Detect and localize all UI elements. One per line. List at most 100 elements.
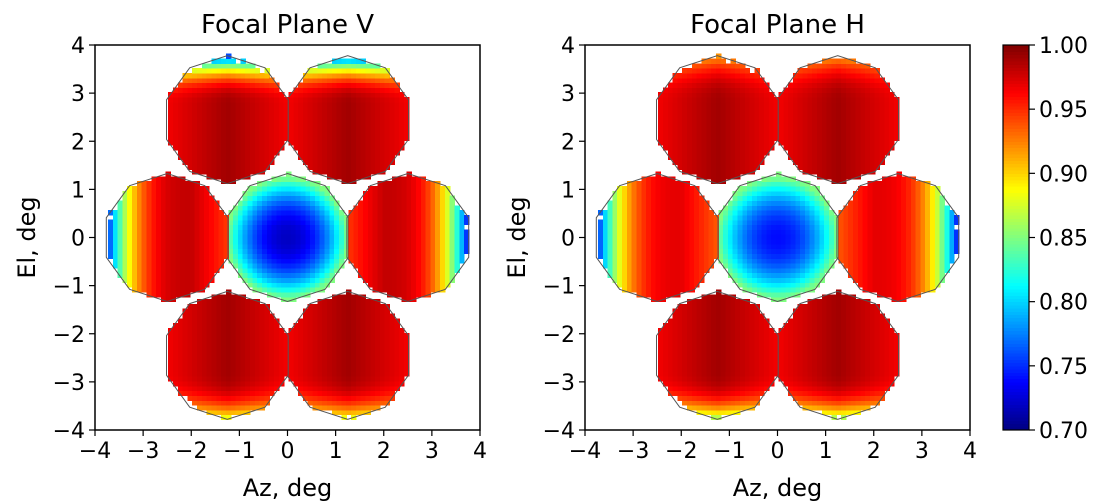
- heat-pixel: [300, 181, 306, 187]
- heat-pixel: [370, 135, 376, 141]
- heat-pixel: [192, 92, 198, 98]
- heat-pixel: [331, 313, 338, 319]
- heat-pixel: [225, 178, 232, 185]
- heat-pixel: [278, 347, 285, 353]
- heat-pixel: [930, 248, 936, 254]
- heat-pixel: [326, 376, 333, 382]
- heat-pixel: [274, 376, 280, 382]
- heat-pixel: [218, 248, 225, 254]
- heat-pixel: [809, 224, 816, 230]
- heat-pixel: [411, 287, 417, 293]
- heat-pixel: [146, 272, 152, 279]
- heat-pixel: [828, 229, 835, 235]
- heat-pixel: [930, 253, 936, 259]
- heat-pixel: [235, 68, 241, 74]
- heat-pixel: [107, 219, 114, 226]
- heat-pixel: [360, 111, 367, 117]
- heat-pixel: [189, 234, 196, 240]
- heat-pixel: [278, 366, 285, 372]
- heat-pixel: [780, 248, 787, 254]
- heat-pixel: [843, 234, 849, 240]
- heat-pixel: [814, 282, 820, 288]
- heat-pixel: [370, 164, 376, 170]
- heat-pixel: [269, 347, 275, 353]
- heat-pixel: [240, 92, 246, 98]
- heat-pixel: [182, 77, 188, 84]
- heat-pixel: [290, 234, 297, 240]
- heat-pixel: [221, 352, 227, 358]
- heat-pixel: [180, 181, 186, 187]
- heat-pixel: [756, 287, 763, 293]
- heat-pixel: [655, 229, 662, 235]
- heat-pixel: [853, 214, 859, 221]
- heat-pixel: [146, 214, 152, 221]
- heat-pixel: [197, 308, 203, 315]
- heat-pixel: [322, 380, 328, 387]
- heat-pixel: [790, 224, 796, 230]
- heat-pixel: [384, 352, 391, 358]
- heat-pixel: [225, 313, 232, 319]
- heat-pixel: [389, 154, 395, 161]
- heat-pixel: [274, 121, 280, 127]
- heat-pixel: [276, 291, 282, 298]
- heat-pixel: [331, 58, 338, 64]
- heat-pixel: [790, 181, 796, 187]
- heat-pixel: [353, 234, 359, 240]
- heat-pixel: [329, 248, 335, 254]
- heat-pixel: [607, 214, 614, 221]
- heat-pixel: [300, 253, 306, 259]
- heat-pixel: [636, 263, 642, 269]
- heat-pixel: [307, 121, 314, 127]
- heat-pixel: [211, 125, 217, 132]
- heat-pixel: [896, 219, 902, 226]
- heat-pixel: [180, 267, 186, 274]
- heat-pixel: [336, 121, 342, 127]
- heat-pixel: [346, 409, 352, 416]
- heat-pixel: [430, 238, 436, 245]
- heat-pixel: [271, 181, 278, 187]
- heat-pixel: [194, 229, 201, 235]
- heat-pixel: [384, 313, 391, 319]
- heat-pixel: [322, 361, 328, 368]
- heat-pixel: [334, 263, 340, 269]
- heat-pixel: [370, 101, 376, 108]
- heat-pixel: [597, 238, 604, 245]
- heat-pixel: [727, 263, 734, 269]
- heat-pixel: [872, 214, 878, 221]
- heat-pixel: [363, 200, 369, 206]
- heat-pixel: [800, 229, 806, 235]
- heat-pixel: [795, 224, 801, 230]
- heat-pixel: [165, 181, 172, 187]
- heat-pixel: [358, 248, 364, 254]
- heat-pixel: [312, 376, 318, 382]
- heat-pixel: [396, 263, 403, 269]
- heat-pixel: [266, 243, 273, 250]
- heat-pixel: [346, 347, 352, 353]
- heat-pixel: [915, 200, 922, 206]
- heat-pixel: [201, 342, 208, 348]
- heat-pixel: [269, 361, 275, 368]
- heat-pixel: [804, 190, 811, 197]
- heat-pixel: [800, 287, 806, 293]
- heat-pixel: [261, 224, 268, 230]
- heat-pixel: [269, 332, 275, 339]
- heat-pixel: [107, 229, 114, 235]
- heat-pixel: [406, 263, 412, 269]
- heat-pixel: [370, 303, 376, 310]
- heat-pixel: [298, 92, 304, 98]
- heat-pixel: [295, 277, 302, 283]
- heat-pixel: [384, 371, 391, 377]
- heat-pixel: [896, 267, 902, 274]
- heat-pixel: [401, 186, 407, 192]
- heat-pixel: [314, 219, 321, 226]
- heat-pixel: [271, 195, 278, 202]
- heat-pixel: [631, 272, 638, 279]
- heat-pixel: [281, 291, 287, 298]
- heat-pixel: [322, 140, 328, 146]
- heat-pixel: [221, 111, 227, 117]
- heat-pixel: [425, 181, 432, 187]
- heat-pixel: [225, 96, 232, 103]
- heat-pixel: [843, 248, 849, 254]
- heat-pixel: [780, 287, 787, 293]
- heat-pixel: [235, 332, 241, 339]
